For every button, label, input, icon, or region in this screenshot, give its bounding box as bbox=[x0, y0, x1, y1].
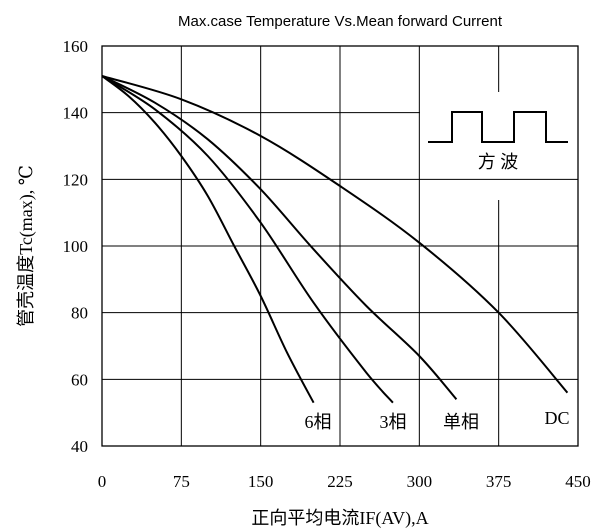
x-tick-label: 150 bbox=[248, 472, 274, 491]
series-label: 6相 bbox=[305, 412, 332, 432]
y-tick-label: 60 bbox=[71, 370, 88, 389]
square-wave-label: 方 波 bbox=[478, 152, 519, 172]
y-tick-label: 140 bbox=[63, 104, 89, 123]
y-tick-labels: 40 60 80 100 120 140 160 bbox=[63, 37, 89, 456]
series-label: 单相 bbox=[443, 412, 479, 432]
y-tick-label: 120 bbox=[63, 170, 89, 189]
square-wave-icon bbox=[428, 111, 568, 143]
x-tick-label: 375 bbox=[486, 472, 512, 491]
x-tick-label: 300 bbox=[407, 472, 433, 491]
y-axis-label: 管壳温度Tc(max), ℃ bbox=[16, 165, 37, 327]
y-tick-label: 40 bbox=[71, 437, 88, 456]
series-line bbox=[101, 75, 394, 404]
curves: 6相 3相 单相 DC bbox=[101, 75, 570, 432]
series-line bbox=[101, 75, 569, 394]
x-axis-label: 正向平均电流IF(AV),A bbox=[251, 508, 428, 529]
x-tick-label: 75 bbox=[173, 472, 190, 491]
x-tick-label: 450 bbox=[565, 472, 591, 491]
y-tick-label: 160 bbox=[63, 37, 89, 56]
plot-frame bbox=[101, 45, 579, 447]
x-tick-label: 225 bbox=[327, 472, 353, 491]
chart-title: Max.case Temperature Vs.Mean forward Cur… bbox=[178, 13, 503, 30]
series-label: DC bbox=[544, 408, 569, 428]
x-tick-labels: 0 75 150 225 300 375 450 bbox=[98, 472, 591, 491]
series-label: 3相 bbox=[380, 412, 407, 432]
y-tick-label: 80 bbox=[71, 304, 88, 323]
x-tick-label: 0 bbox=[98, 472, 107, 491]
square-wave-line bbox=[428, 111, 568, 143]
series-line bbox=[101, 75, 458, 400]
y-tick-label: 100 bbox=[63, 237, 89, 256]
grid bbox=[101, 45, 579, 447]
series-line bbox=[101, 75, 315, 404]
